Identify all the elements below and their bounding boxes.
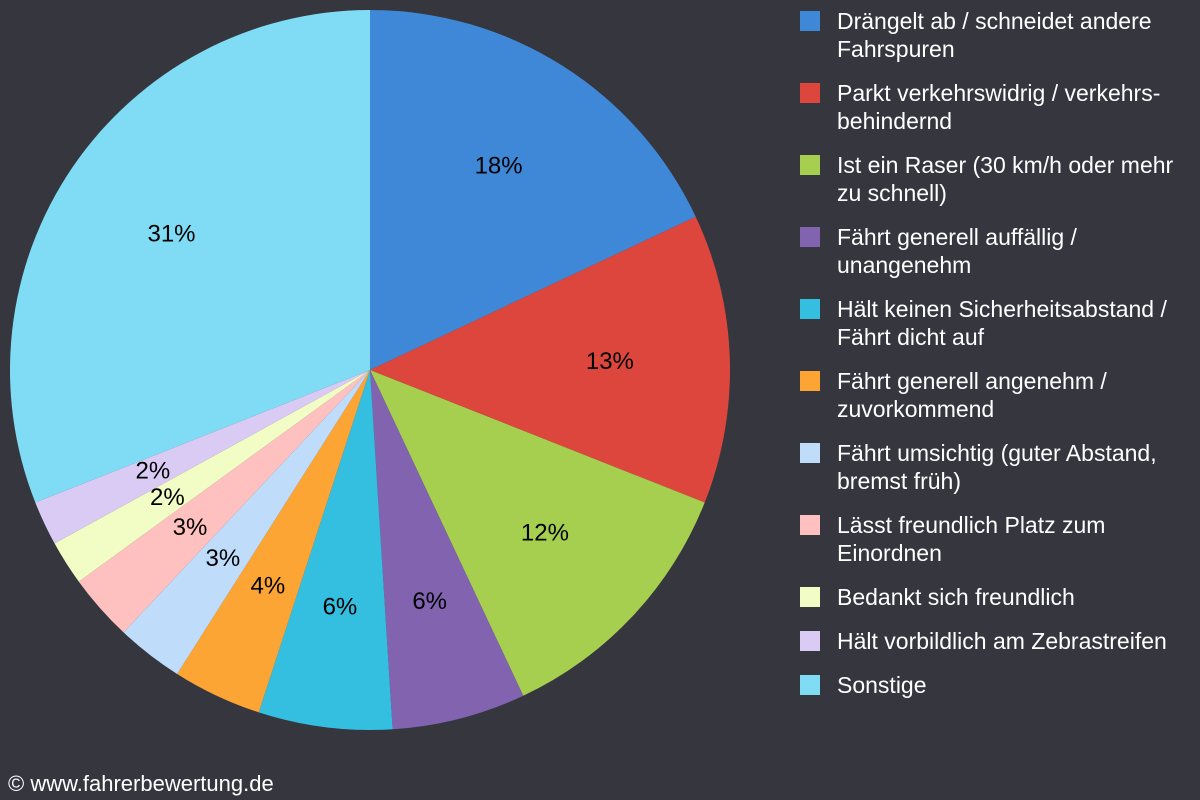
legend-item: Parkt verkehrswidrig / verkehrs-behinder… [800,79,1195,135]
legend-label: Drängelt ab / schneidet andere Fahrspure… [837,8,1152,62]
legend-swatch [800,11,820,31]
legend-label: Hält vorbildlich am Zebrastreifen [837,628,1167,654]
legend-item: Lässt freundlich Platz zum Einordnen [800,511,1195,567]
pie-slice [370,10,696,370]
value-label: 6% [323,593,358,620]
pie-slice [123,370,370,674]
legend-label: Parkt verkehrswidrig / verkehrs-behinder… [837,80,1161,134]
pie-slice [370,216,730,503]
pie-slice [370,370,524,730]
legend-label: Ist ein Raser (30 km/h oder mehr zu schn… [837,152,1174,206]
value-label: 13% [586,348,634,375]
source: © www.fahrerbewertung.de [8,771,274,796]
pie-slice [258,370,393,730]
pie-chart: 18% 13% 12% 6% 6% 4% 3% 3% 2%2% 31% [9,10,730,730]
value-label: 3% [206,545,241,572]
legend-label: Fährt generell auffällig / unangenehm [837,224,1077,278]
value-label: 3% [173,514,208,541]
value-label: 18% [475,153,523,180]
pie-slice [78,370,371,633]
legend-item: Ist ein Raser (30 km/h oder mehr zu schn… [800,151,1195,207]
value-label: 31% [147,220,195,247]
value-label: 6% [412,588,447,615]
legend-item: Sonstige [800,671,1195,699]
legend-item: Fährt generell angenehm / zuvorkommend [800,367,1195,423]
value-label: 4% [250,573,285,600]
legend-item: Hält vorbildlich am Zebrastreifen [800,627,1195,655]
legend-item: Fährt umsichtig (guter Abstand, bremst f… [800,439,1195,495]
legend-label: Fährt umsichtig (guter Abstand, bremst f… [837,440,1157,494]
pie-slice [35,370,371,544]
legend-swatch [800,675,820,695]
legend-swatch [800,587,820,607]
legend-swatch [800,631,820,651]
legend: Drängelt ab / schneidet andere Fahrspure… [800,7,1195,699]
legend-swatch [800,371,820,391]
legend-item: Hält keinen Sicherheitsabstand / Fährt d… [800,295,1195,351]
legend-swatch [800,299,820,319]
pie-slice [370,370,705,696]
legend-label: Sonstige [837,672,927,698]
legend-label: Lässt freundlich Platz zum Einordnen [837,512,1106,566]
value-label: 12% [521,520,569,547]
legend-item: Bedankt sich freundlich [800,583,1195,611]
legend-label: Hält keinen Sicherheitsabstand / Fährt d… [837,296,1167,350]
pie-slice [54,370,370,582]
legend-label: Bedankt sich freundlich [837,584,1075,610]
legend-swatch [800,155,820,175]
legend-swatch [800,443,820,463]
legend-swatch [800,227,820,247]
legend-item: Drängelt ab / schneidet andere Fahrspure… [800,7,1195,63]
value-label: 2% [135,458,170,485]
legend-swatch [800,83,820,103]
pie-slice [177,370,370,713]
legend-label: Fährt generell angenehm / zuvorkommend [837,368,1107,422]
legend-swatch [800,515,820,535]
legend-item: Fährt generell auffällig / unangenehm [800,223,1195,279]
value-label: 2% [150,484,185,511]
pie-slice [9,10,370,503]
